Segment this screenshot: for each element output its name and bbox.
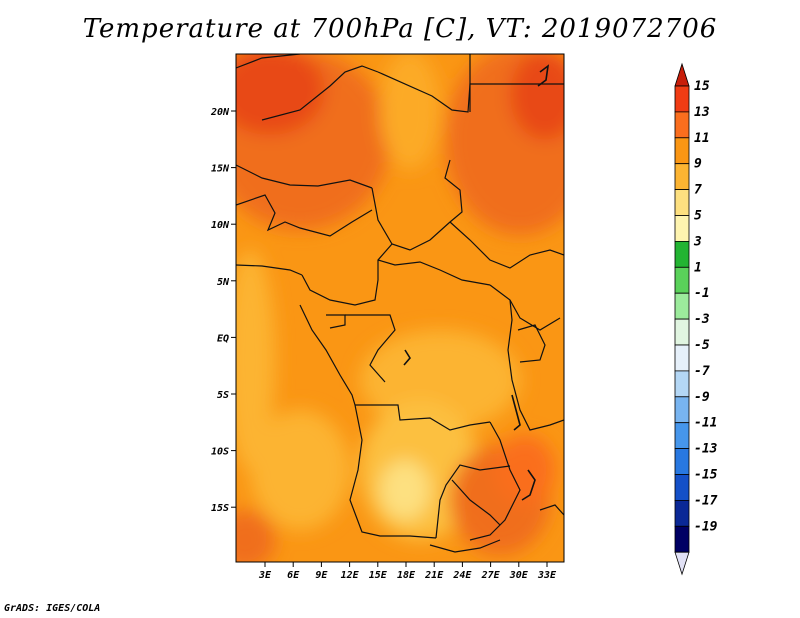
colorbar-swatch <box>674 344 690 372</box>
lon-tick-label: 6E <box>287 570 300 581</box>
lon-tick-label: 30E <box>509 570 529 581</box>
colorbar-label: -17 <box>694 493 718 508</box>
colorbar-swatch <box>674 396 690 424</box>
colorbar-label: 5 <box>694 209 702 224</box>
colorbar-label: 7 <box>694 183 702 198</box>
latitude-ticks: 20N 15N 10N 5N EQ 5S 10S 15S <box>210 107 236 514</box>
colorbar-swatch <box>674 499 690 527</box>
lon-tick-label: 24E <box>452 570 472 581</box>
map-frame <box>235 53 565 563</box>
lon-tick-label: 33E <box>537 570 557 581</box>
lat-tick-label: 15N <box>211 164 230 175</box>
lat-tick-label: 20N <box>210 107 230 118</box>
colorbar-swatch <box>674 422 690 450</box>
colorbar-swatch <box>674 525 690 553</box>
colorbar-label: 11 <box>694 131 710 146</box>
colorbar-swatch <box>674 318 690 346</box>
lat-tick-label: 15S <box>211 503 229 514</box>
colorbar-swatch <box>674 370 690 398</box>
lon-tick-label: 21E <box>424 570 444 581</box>
lakes <box>403 64 550 501</box>
colorbar: 15 13 11 9 7 5 3 1 -1 -3 -5 -7 -9 -11 -13 -15 -17 -19 <box>674 62 718 576</box>
colorbar-swatch <box>674 163 690 190</box>
colorbar-top-arrow <box>674 62 690 87</box>
colorbar-swatch <box>674 85 690 113</box>
colorbar-label: -9 <box>694 390 710 405</box>
lon-tick-label: 9E <box>315 570 328 581</box>
colorbar-label: -5 <box>694 338 710 353</box>
map-title: Temperature at 700hPa [C], VT: 201907270… <box>82 14 718 44</box>
colorbar-swatch <box>674 137 690 165</box>
colorbar-label: -19 <box>694 519 718 534</box>
colorbar-swatch <box>674 292 690 320</box>
colorbar-swatch <box>674 266 690 294</box>
colorbar-bottom-arrow <box>674 551 690 576</box>
colorbar-swatch <box>674 474 690 501</box>
colorbar-label: -7 <box>694 364 710 379</box>
colorbar-label: 1 <box>694 260 702 275</box>
colorbar-label: 15 <box>694 79 710 94</box>
lon-tick-label: 27E <box>481 570 501 581</box>
lat-tick-label: EQ <box>217 333 229 344</box>
colorbar-swatch <box>674 215 690 242</box>
colorbar-swatch <box>674 240 690 268</box>
colorbar-label: -11 <box>694 416 717 431</box>
lon-tick-label: 3E <box>258 570 272 581</box>
longitude-ticks: 3E 6E 9E 12E 15E 18E 21E 24E 27E 30E 33E <box>258 562 557 581</box>
lon-tick-label: 12E <box>341 570 360 581</box>
colorbar-label: 9 <box>694 157 702 172</box>
country-borders <box>236 54 564 553</box>
colorbar-swatch <box>674 448 690 475</box>
lat-tick-label: 10N <box>211 220 230 231</box>
colorbar-swatch <box>674 189 690 216</box>
colorbar-label: 3 <box>693 234 702 249</box>
lat-tick-label: 5S <box>217 390 229 401</box>
colorbar-label: 13 <box>694 105 710 120</box>
temperature-field <box>236 54 564 562</box>
lon-tick-label: 15E <box>369 570 388 581</box>
lat-tick-label: 10S <box>211 447 229 458</box>
lat-tick-label: 5N <box>217 277 230 288</box>
colorbar-label: -1 <box>694 286 710 301</box>
footer-credit: GrADS: IGES/COLA <box>4 603 101 614</box>
colorbar-label: -13 <box>694 442 718 457</box>
colorbar-label: -3 <box>694 312 710 327</box>
colorbar-label: -15 <box>694 468 718 483</box>
colorbar-swatch <box>674 111 690 139</box>
lon-tick-label: 18E <box>397 570 416 581</box>
